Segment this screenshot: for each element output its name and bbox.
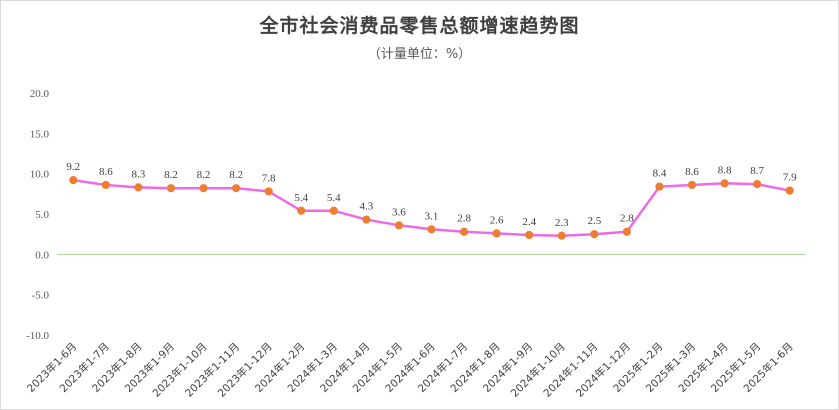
x-tick-label: 2023年1-12月 [215, 340, 275, 400]
data-label: 3.6 [392, 206, 406, 218]
chart-subtitle: （计量单位：%） [367, 47, 472, 62]
data-label: 4.3 [359, 201, 373, 213]
data-label: 2.8 [457, 213, 471, 225]
chart-title: 全市社会消费品零售总额增速趋势图 [259, 15, 580, 37]
x-tick-label: 2023年1-10月 [150, 340, 210, 400]
data-point [557, 231, 566, 240]
data-label: 2.4 [522, 216, 536, 228]
data-point [199, 184, 208, 193]
x-tick-label: 2024年1-10月 [508, 340, 568, 400]
data-point [753, 180, 762, 189]
data-point [69, 176, 78, 185]
data-label: 8.6 [685, 166, 699, 178]
data-point [492, 229, 501, 238]
x-tick-label: 2024年1-11月 [541, 340, 601, 400]
x-tick-label: 2023年1-11月 [182, 340, 242, 400]
data-label: 5.4 [327, 192, 341, 204]
y-tick-label: 10.0 [30, 169, 50, 181]
data-point [459, 227, 469, 236]
data-point [687, 180, 697, 190]
data-label: 8.2 [229, 169, 243, 181]
data-point [297, 206, 306, 215]
data-label: 9.2 [66, 161, 80, 173]
data-point [394, 221, 404, 230]
data-point [655, 182, 664, 191]
data-label: 8.3 [132, 168, 146, 180]
x-tick-label: 2024年1-12月 [573, 340, 633, 400]
data-point [329, 206, 338, 215]
data-label: 2.3 [555, 217, 569, 229]
data-label: 8.6 [99, 166, 113, 178]
data-point [525, 230, 534, 240]
y-tick-label: 0.0 [35, 249, 49, 261]
data-label: 8.2 [164, 169, 178, 181]
y-tick-label: -5.0 [32, 290, 50, 302]
data-label: 3.1 [425, 210, 439, 222]
data-label: 5.4 [294, 192, 308, 204]
data-point [622, 227, 631, 236]
data-point [590, 230, 599, 239]
data-point [785, 186, 794, 195]
data-point [720, 179, 729, 188]
y-tick-label: -10.0 [26, 330, 49, 342]
data-point [264, 187, 273, 196]
data-label: 2.8 [620, 213, 634, 225]
data-point [232, 184, 241, 193]
y-tick-label: 20.0 [30, 88, 50, 100]
data-point [427, 225, 436, 234]
y-tick-label: 5.0 [35, 209, 49, 221]
data-label: 2.5 [587, 215, 601, 227]
data-label: 8.7 [750, 165, 764, 177]
data-point [134, 183, 143, 192]
data-label: 8.4 [653, 168, 667, 180]
data-point [101, 180, 110, 190]
data-point [362, 215, 371, 224]
data-point [166, 184, 176, 193]
data-label: 8.8 [718, 164, 732, 176]
data-label: 7.8 [262, 172, 276, 184]
data-label: 8.2 [197, 169, 211, 181]
y-tick-label: 15.0 [30, 128, 50, 140]
data-label: 2.6 [490, 214, 504, 226]
data-label: 7.9 [783, 172, 797, 184]
